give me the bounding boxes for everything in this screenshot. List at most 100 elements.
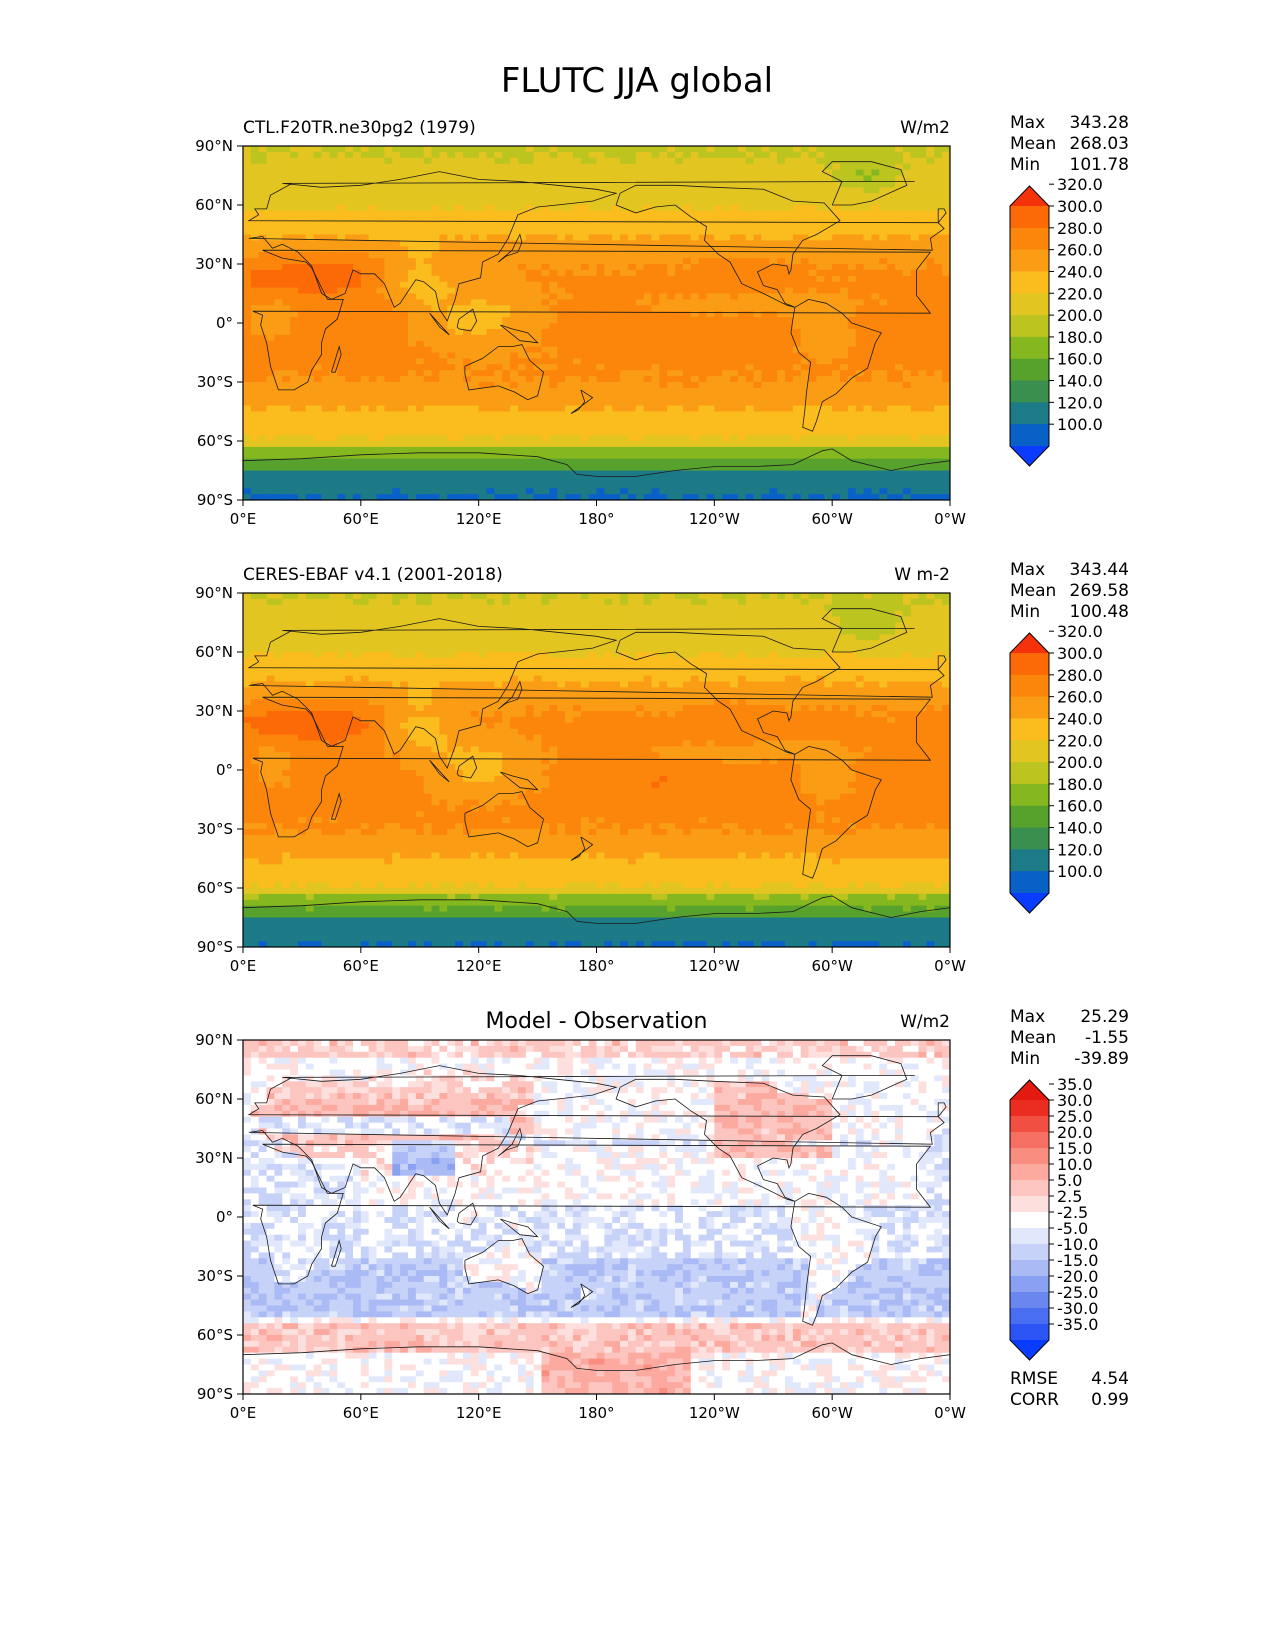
- field-cell: [808, 405, 818, 413]
- field-cell: [942, 157, 950, 165]
- field-cell: [274, 417, 283, 424]
- field-cell: [730, 458, 739, 466]
- field-cell: [863, 163, 873, 171]
- field-cell: [596, 352, 605, 359]
- field-cell: [557, 364, 566, 371]
- field-cell: [627, 317, 637, 324]
- field-cell: [682, 281, 692, 289]
- field-cell: [384, 222, 393, 230]
- field-cell: [502, 258, 511, 265]
- field-cell: [902, 423, 912, 430]
- field-cell: [243, 323, 252, 330]
- field-cell: [337, 311, 346, 318]
- field-cell: [612, 275, 621, 283]
- field-cell: [470, 205, 480, 212]
- field-cell: [737, 382, 747, 389]
- field-cell: [415, 151, 425, 159]
- field-cell: [352, 287, 362, 295]
- field-cell: [407, 151, 417, 159]
- field-cell: [816, 246, 825, 253]
- field-cell: [753, 181, 763, 188]
- field-cell: [682, 199, 692, 206]
- field-cell: [478, 246, 488, 253]
- field-cell: [659, 323, 668, 330]
- field-cell: [282, 175, 291, 182]
- field-cell: [486, 334, 495, 342]
- field-cell: [447, 323, 456, 330]
- field-cell: [926, 411, 935, 418]
- field-cell: [785, 187, 794, 194]
- field-cell: [863, 458, 873, 466]
- field-cell: [557, 151, 566, 159]
- field-cell: [439, 151, 448, 159]
- field-cell: [376, 187, 385, 194]
- field-cell: [792, 446, 802, 454]
- field-cell: [604, 435, 613, 442]
- field-cell: [769, 328, 778, 336]
- field-cell: [604, 399, 613, 407]
- field-cell: [384, 417, 393, 424]
- field-cell: [510, 423, 519, 430]
- field-cell: [627, 328, 637, 336]
- field-cell: [847, 293, 857, 300]
- field-cell: [447, 205, 456, 212]
- field-cell: [250, 210, 260, 218]
- field-cell: [942, 258, 950, 265]
- field-cell: [462, 452, 472, 460]
- field-cell: [329, 222, 338, 230]
- field-cell: [800, 358, 810, 365]
- field-cell: [400, 452, 409, 460]
- field-cell: [282, 464, 291, 472]
- field-cell: [659, 317, 668, 324]
- field-cell: [918, 305, 928, 312]
- field-cell: [572, 323, 582, 330]
- field-cell: [541, 293, 550, 300]
- field-cell: [698, 334, 708, 342]
- field-cell: [887, 328, 896, 336]
- field-cell: [769, 246, 778, 253]
- field-cell: [305, 323, 315, 330]
- field-cell: [714, 311, 723, 318]
- field-cell: [400, 252, 409, 259]
- field-cell: [698, 234, 708, 241]
- field-cell: [620, 417, 629, 424]
- field-cell: [706, 323, 715, 330]
- field-cell: [572, 252, 582, 259]
- field-cell: [690, 317, 700, 324]
- field-cell: [258, 275, 268, 283]
- field-cell: [502, 228, 511, 236]
- field-cell: [596, 199, 605, 206]
- field-cell: [612, 222, 621, 230]
- field-cell: [942, 458, 950, 466]
- field-cell: [604, 417, 613, 424]
- field-cell: [824, 393, 833, 401]
- field-cell: [769, 151, 778, 159]
- field-cell: [572, 317, 582, 324]
- field-cell: [580, 252, 590, 259]
- field-cell: [847, 399, 857, 407]
- field-cell: [612, 228, 621, 236]
- field-cell: [541, 146, 550, 153]
- field-cell: [572, 187, 582, 194]
- field-cell: [753, 405, 763, 413]
- field-cell: [824, 411, 833, 418]
- field-cell: [918, 193, 928, 200]
- field-cell: [415, 181, 425, 188]
- field-cell: [926, 252, 935, 259]
- field-cell: [415, 446, 425, 454]
- field-cell: [926, 387, 935, 395]
- field-cell: [730, 169, 739, 177]
- field-cell: [855, 181, 865, 188]
- field-cell: [777, 405, 786, 413]
- field-cell: [431, 252, 440, 259]
- field-cell: [643, 163, 653, 171]
- field-cell: [368, 393, 378, 401]
- field-cell: [612, 169, 621, 177]
- field-cell: [651, 175, 660, 182]
- field-cell: [902, 411, 912, 418]
- field-cell: [384, 464, 393, 472]
- field-cell: [565, 258, 574, 265]
- field-cell: [565, 281, 574, 289]
- field-cell: [627, 441, 637, 448]
- field-cell: [392, 464, 401, 472]
